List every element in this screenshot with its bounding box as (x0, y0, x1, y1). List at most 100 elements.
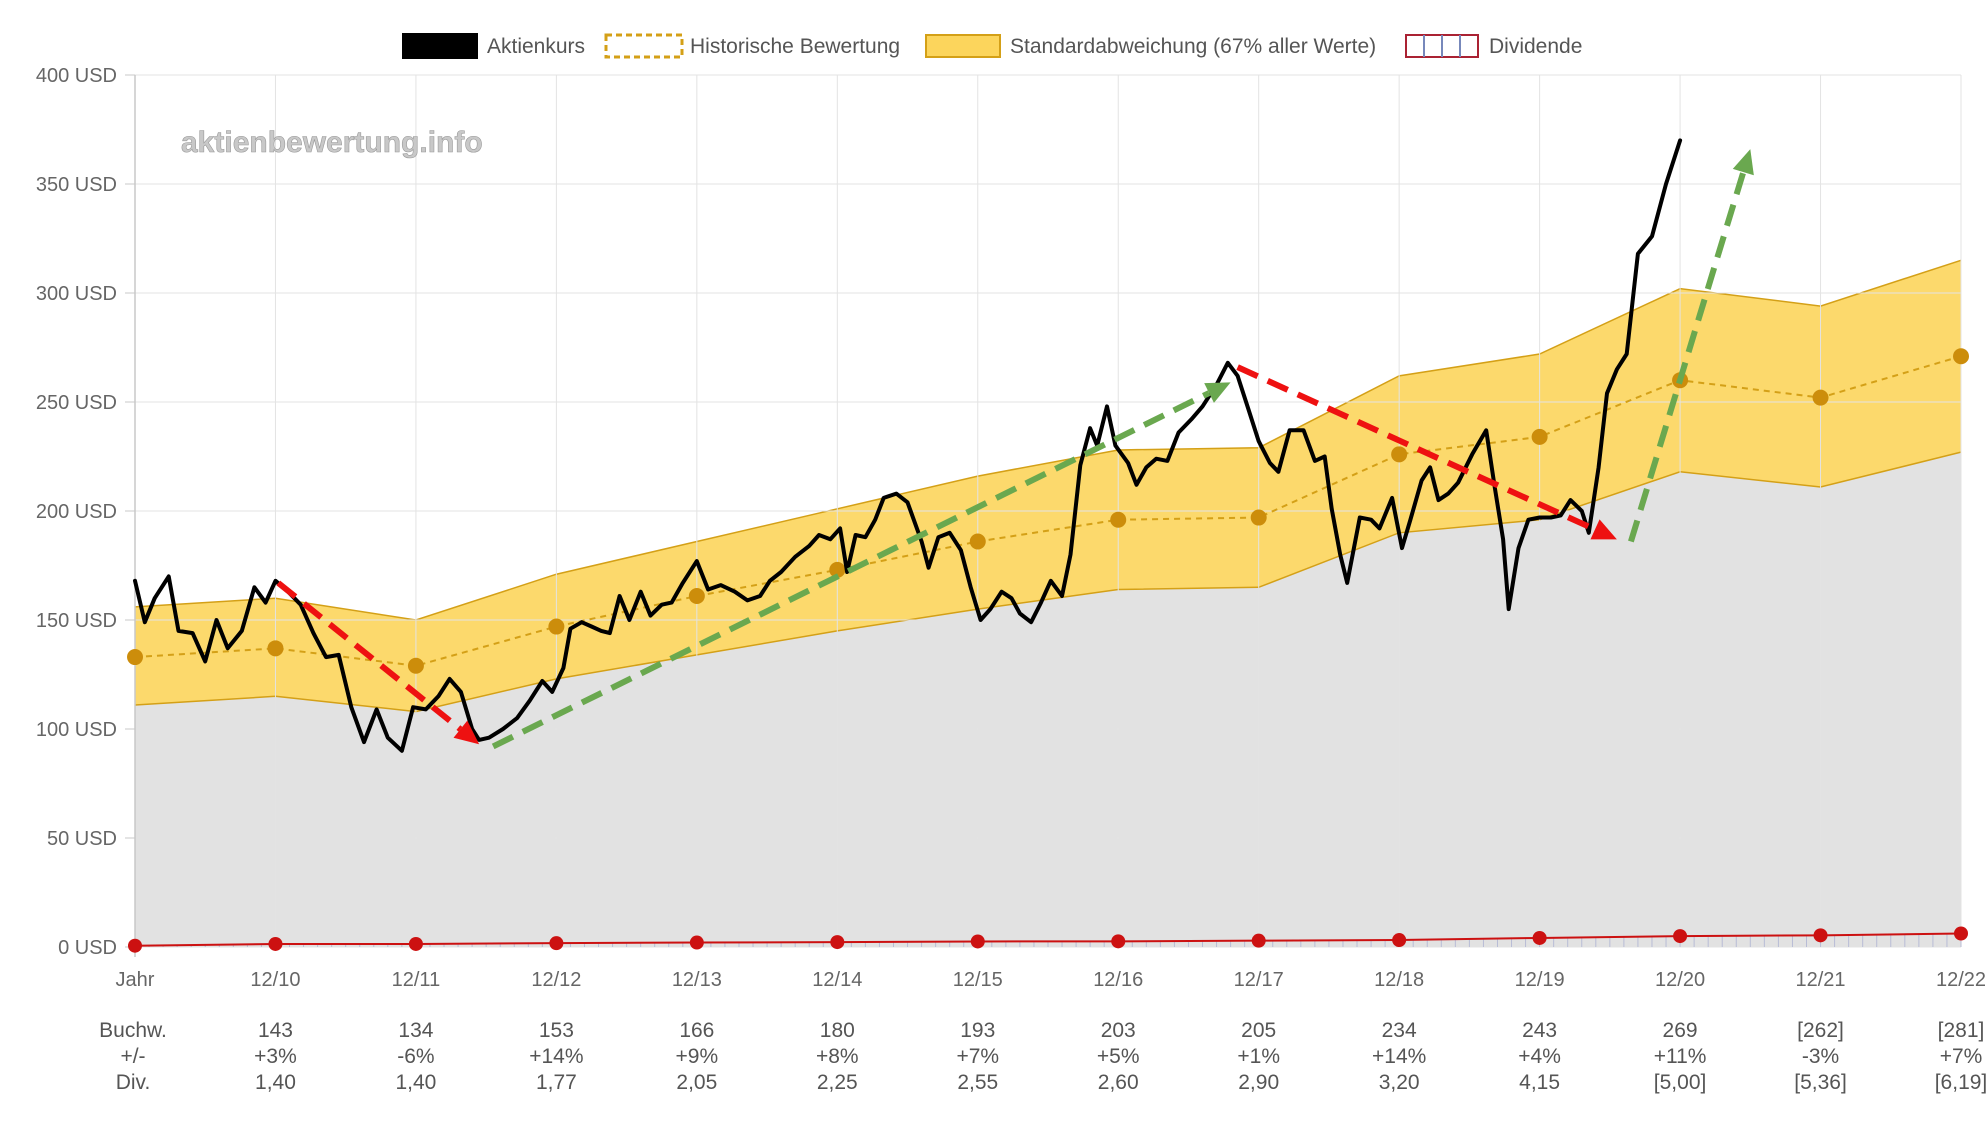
legend-label-historic: Historische Bewertung (690, 35, 900, 58)
table-cell-bookvalue: 180 (820, 1019, 855, 1042)
y-tick-label: 150 USD (36, 610, 117, 632)
dividend-point[interactable] (970, 934, 985, 949)
trend-arrows-layer (276, 149, 1754, 750)
historic-valuation-point[interactable] (688, 588, 705, 605)
historic-valuation-point[interactable] (1250, 509, 1267, 526)
legend: Aktienkurs Historische Bewertung Standar… (402, 33, 1582, 59)
row-label-bookvalue: Buchw. (99, 1019, 167, 1042)
dividend-point[interactable] (1532, 930, 1547, 945)
table-cell-dividend: [5,00] (1654, 1071, 1707, 1094)
historic-valuation-point[interactable] (127, 649, 143, 666)
table-cell-change: +7% (1940, 1045, 1983, 1068)
legend-item-historic[interactable]: Historische Bewertung (604, 33, 900, 59)
x-tick-label: Jahr (116, 969, 155, 991)
historic-valuation-line (134, 355, 1962, 667)
x-tick-label: 12/18 (1374, 969, 1424, 991)
table-cell-dividend: 1,40 (255, 1071, 296, 1094)
table-cell-bookvalue: [281] (1938, 1019, 1985, 1042)
legend-label-price: Aktienkurs (487, 35, 585, 58)
legend-item-price[interactable]: Aktienkurs (402, 33, 585, 59)
dividend-point[interactable] (128, 938, 142, 953)
y-tick-label: 100 USD (36, 719, 117, 741)
table-cell-bookvalue: [262] (1797, 1019, 1844, 1042)
x-tick-label: 12/15 (953, 969, 1003, 991)
stddev-band (135, 260, 1961, 712)
row-label-dividend: Div. (116, 1071, 151, 1094)
x-tick-label: 12/20 (1655, 969, 1705, 991)
y-tick-label: 0 USD (58, 937, 117, 959)
historic-valuation-point[interactable] (267, 640, 284, 657)
dividend-point[interactable] (268, 936, 283, 951)
x-tick-label: 12/17 (1234, 969, 1284, 991)
table-cell-dividend: 2,25 (817, 1071, 858, 1094)
table-cell-bookvalue: 153 (539, 1019, 574, 1042)
table-cell-change: +9% (676, 1045, 719, 1068)
table-cell-dividend: [6,19] (1935, 1071, 1988, 1094)
trend-arrow-head (1732, 149, 1754, 176)
legend-swatch-historic (604, 33, 684, 59)
table-cell-dividend: 1,40 (395, 1071, 436, 1094)
historic-valuation-point[interactable] (829, 561, 846, 578)
y-tick-label: 400 USD (36, 65, 117, 87)
x-tick-label: 12/11 (392, 969, 441, 991)
dividend-point[interactable] (549, 936, 564, 951)
table-cell-dividend: 4,15 (1519, 1071, 1560, 1094)
table-cell-change: +7% (956, 1045, 999, 1068)
table-cell-dividend: [5,36] (1794, 1071, 1847, 1094)
table-cell-bookvalue: 166 (679, 1019, 714, 1042)
dividend-point[interactable] (1111, 934, 1126, 949)
stddev-lower-line (134, 451, 1962, 713)
x-tick-label: 12/19 (1515, 969, 1565, 991)
dividend-point[interactable] (1813, 928, 1828, 943)
historic-valuation-point[interactable] (1391, 446, 1408, 463)
dividend-point[interactable] (1251, 933, 1266, 948)
dividend-point[interactable] (689, 935, 704, 950)
table-cell-bookvalue: 243 (1522, 1019, 1557, 1042)
historic-valuation-point[interactable] (1812, 389, 1829, 406)
legend-swatch-stddev (925, 34, 1001, 58)
table-cell-change: +14% (1372, 1045, 1426, 1068)
historic-valuation-point[interactable] (1531, 428, 1548, 445)
table-cell-change: -6% (397, 1045, 434, 1068)
x-tick-label: 12/22 (1936, 969, 1986, 991)
table-cell-bookvalue: 143 (258, 1019, 293, 1042)
dividend-point[interactable] (1392, 933, 1407, 948)
table-cell-bookvalue: 193 (960, 1019, 995, 1042)
row-label-change: +/- (120, 1045, 145, 1068)
table-cell-change: +14% (529, 1045, 583, 1068)
legend-item-dividend[interactable]: Dividende (1405, 34, 1582, 58)
dividend-point[interactable] (1954, 926, 1968, 941)
historic-valuation-point[interactable] (548, 618, 565, 635)
historic-valuation-point[interactable] (1110, 511, 1127, 528)
y-tick-label: 50 USD (47, 828, 117, 850)
trend-arrow-head (1204, 382, 1231, 403)
table-cell-dividend: 2,90 (1238, 1071, 1279, 1094)
watermark-logo: aktienbewertung.info (181, 126, 483, 159)
x-tick-label: 12/13 (672, 969, 722, 991)
dividend-point[interactable] (1673, 929, 1688, 944)
table-cell-change: +5% (1097, 1045, 1140, 1068)
table-cell-change: +11% (1654, 1045, 1707, 1068)
historic-valuation-point[interactable] (969, 533, 986, 550)
x-axis-labels: Jahr 12/10 12/11 12/12 12/13 12/14 12/15 12/16 1… (116, 969, 1986, 991)
historic-valuation-point[interactable] (407, 657, 424, 674)
dividend-point[interactable] (408, 936, 423, 951)
table-cell-bookvalue: 205 (1241, 1019, 1276, 1042)
y-tick-label: 350 USD (36, 174, 117, 196)
y-tick-label: 200 USD (36, 501, 117, 523)
legend-label-dividend: Dividende (1489, 35, 1582, 58)
table-cell-change: -3% (1802, 1045, 1839, 1068)
legend-label-stddev: Standardabweichung (67% aller Werte) (1010, 35, 1376, 58)
dividend-point[interactable] (830, 935, 845, 950)
historic-valuation-point[interactable] (1953, 348, 1969, 365)
fundamentals-table: Buchw. +/- Div. 143 134 153 166 180 193 203 205… (99, 1019, 1987, 1094)
stddev-band-layer (134, 259, 1962, 713)
price-line (133, 138, 1683, 753)
trend-arrow-red (276, 580, 463, 732)
table-cell-bookvalue: 203 (1101, 1019, 1136, 1042)
x-tick-label: 12/14 (812, 969, 862, 991)
legend-item-stddev[interactable]: Standardabweichung (67% aller Werte) (925, 34, 1376, 58)
x-tick-label: 12/21 (1796, 969, 1846, 991)
